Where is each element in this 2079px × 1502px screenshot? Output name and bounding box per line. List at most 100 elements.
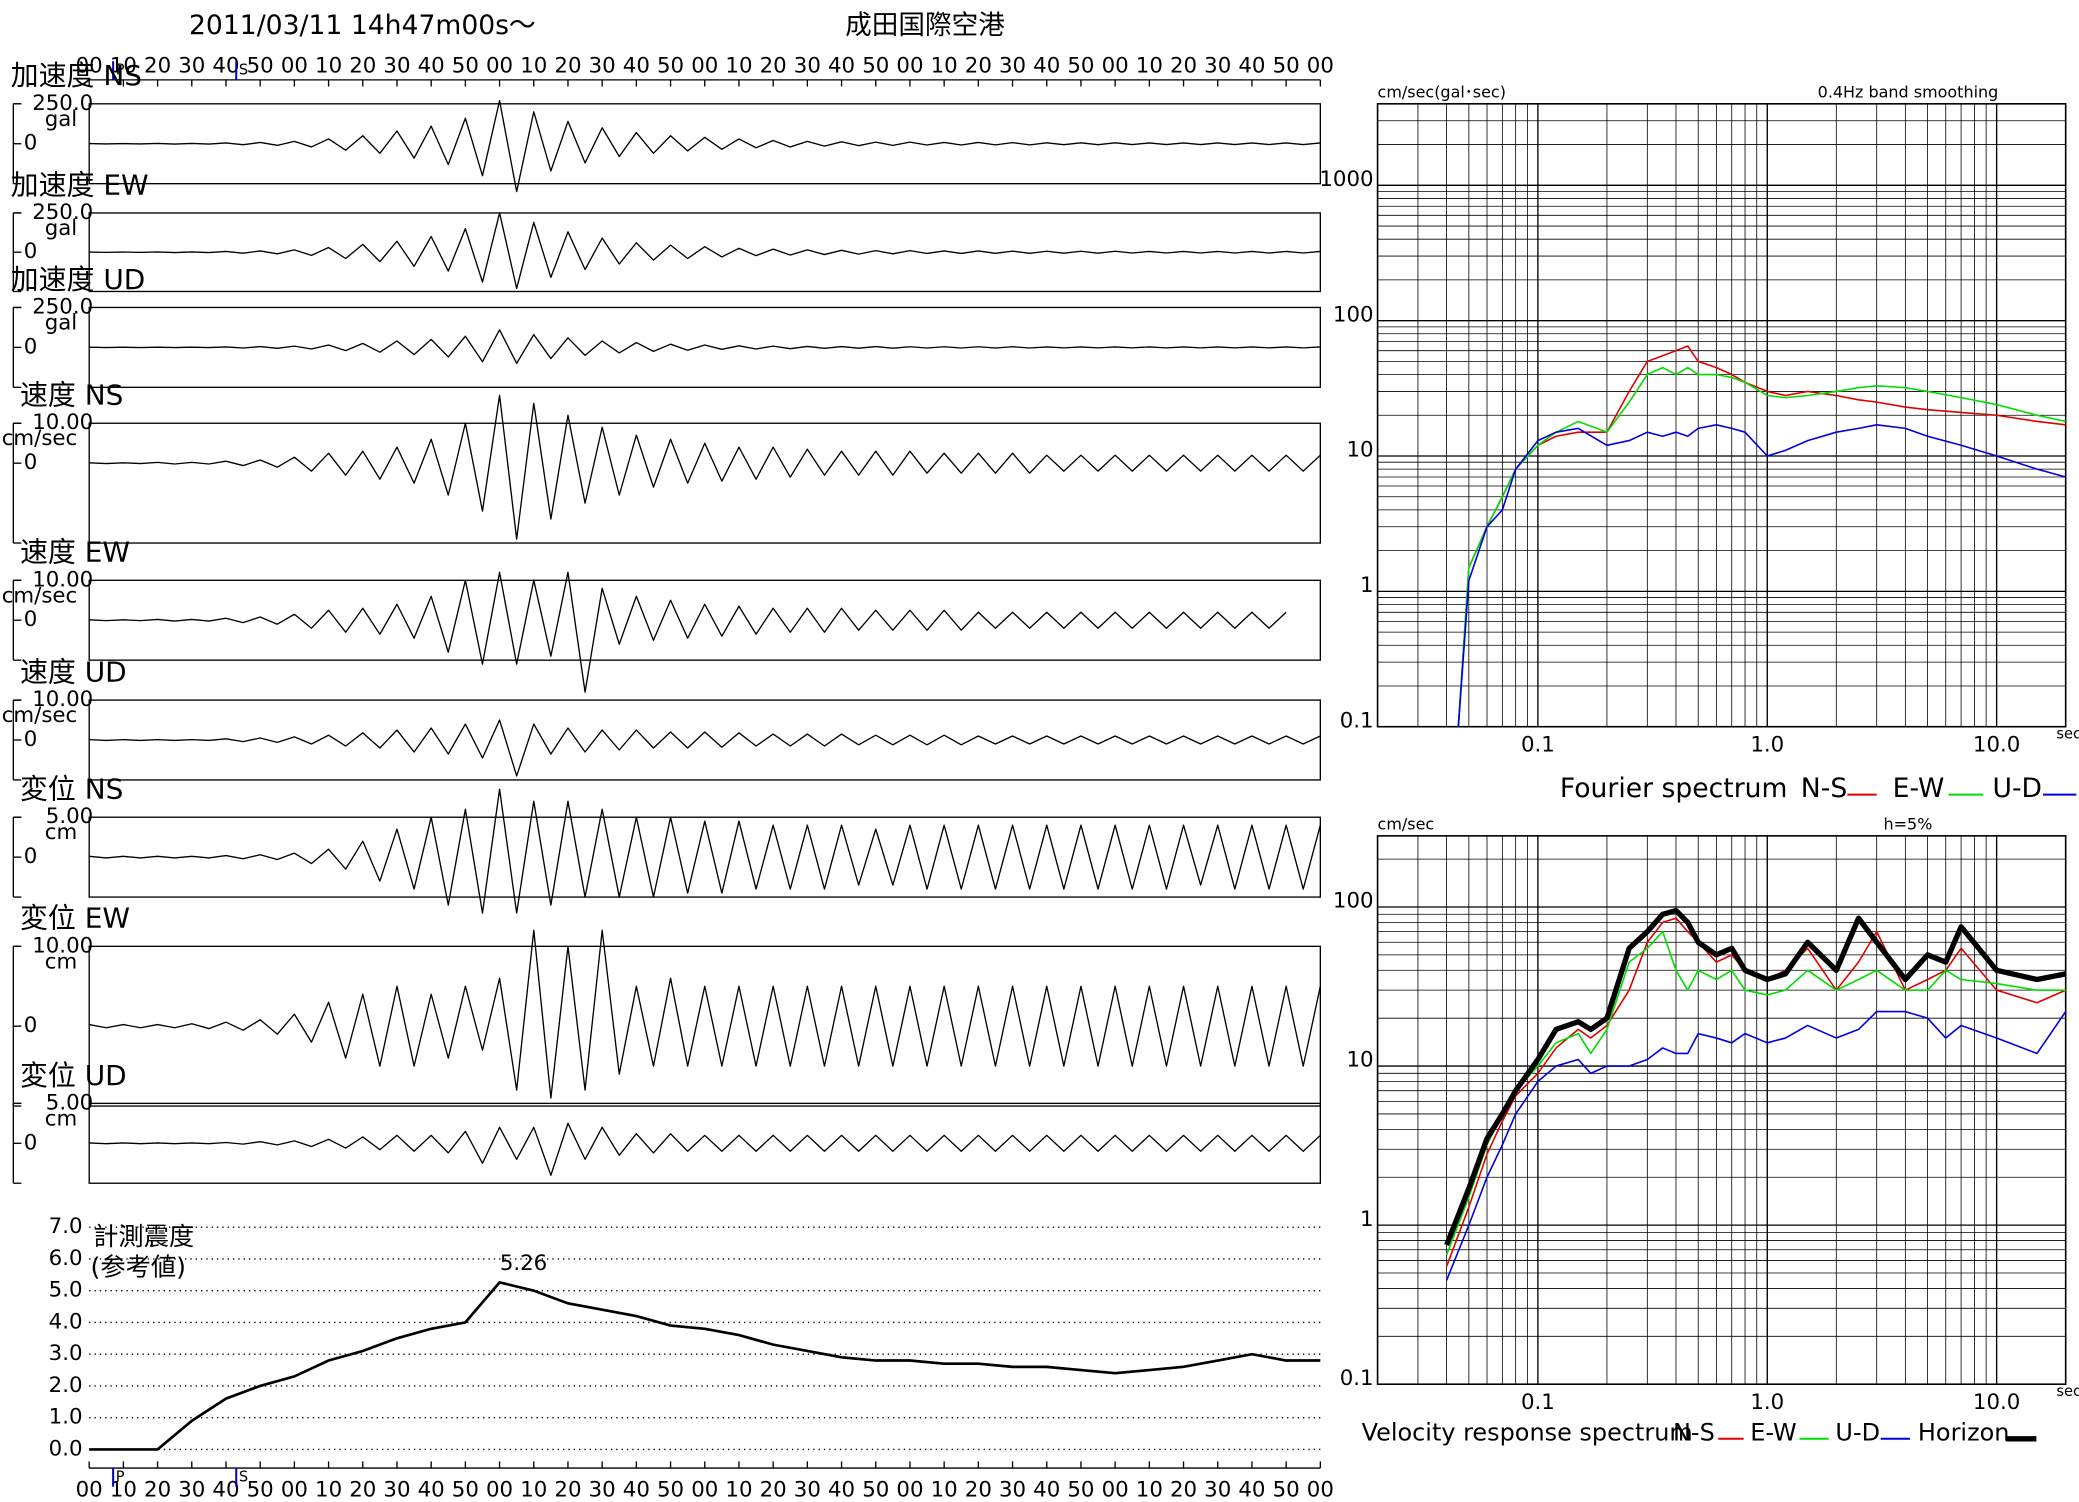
y-tick-label: 0	[24, 334, 38, 359]
time-tick-label: 30	[794, 1478, 821, 1502]
time-tick-label: 00	[1307, 54, 1334, 79]
time-tick-label: 00	[486, 54, 513, 79]
panel-frame	[88, 816, 1322, 898]
time-tick-label: 40	[1033, 1478, 1060, 1502]
y-tick-label: 4.0	[49, 1309, 83, 1334]
phase-label: S	[239, 62, 248, 79]
y-tick-label: 100	[1333, 889, 1374, 914]
time-tick-label: 50	[1273, 1478, 1300, 1502]
waveform	[89, 788, 1321, 914]
waveform	[89, 571, 1287, 693]
panel-unit: gal	[45, 216, 77, 241]
chart-note: 0.4Hz band smoothing	[1818, 83, 1999, 102]
time-tick-label: 00	[76, 54, 103, 79]
y-axis-label: cm/sec	[1378, 815, 1435, 834]
y-tick-label: 1.0	[49, 1405, 83, 1430]
y-tick-label: 10.00	[32, 410, 93, 435]
time-tick-label: 10	[520, 54, 547, 79]
waveform	[89, 329, 1321, 365]
time-tick-label: 00	[281, 1478, 308, 1502]
panel-unit: cm	[45, 949, 77, 974]
panel-frame	[88, 422, 1322, 544]
legend-label: U-D	[1992, 773, 2042, 804]
time-tick-label: 10	[315, 54, 342, 79]
time-tick-label: 50	[247, 54, 274, 79]
panel-frame	[88, 945, 1322, 1107]
time-tick-label: 00	[1102, 1478, 1129, 1502]
y-tick-label: 250.0	[32, 91, 93, 116]
panel-unit: cm/sec	[2, 426, 77, 451]
time-tick-label: 40	[212, 1478, 239, 1502]
spectrum-line	[1444, 907, 2067, 1246]
legend-label: U-D	[1835, 1418, 1880, 1446]
y-tick-label: 0.1	[1340, 708, 1374, 733]
time-tick-label: 20	[554, 1478, 581, 1502]
intensity-line	[89, 1280, 1321, 1451]
panel-unit: cm/sec	[2, 583, 77, 608]
time-tick-label: 00	[1102, 54, 1129, 79]
time-tick-label: 20	[760, 54, 787, 79]
time-tick-label: 00	[1307, 1478, 1334, 1502]
spectrum-line	[1445, 917, 2066, 1267]
y-tick-label: 100	[1333, 302, 1374, 327]
panel-title: 速度 NS	[20, 379, 123, 412]
spectrum-line	[1445, 1010, 2067, 1281]
time-tick-label: 50	[452, 54, 479, 79]
time-tick-label: 30	[589, 54, 616, 79]
time-tick-label: 00	[281, 54, 308, 79]
y-tick-label: 0	[24, 727, 38, 752]
time-tick-label: 50	[1067, 1478, 1094, 1502]
time-tick-label: 20	[965, 54, 992, 79]
panel-unit: gal	[45, 107, 77, 132]
y-tick-label: 5.0	[49, 1278, 83, 1303]
time-tick-label: 20	[144, 1478, 171, 1502]
y-tick-label: 3.0	[49, 1341, 83, 1366]
time-tick-label: 50	[452, 1478, 479, 1502]
time-tick-label: 00	[691, 54, 718, 79]
y-tick-label: 10	[1346, 438, 1373, 463]
x-unit: sec	[2056, 1383, 2079, 1400]
time-tick-label: 40	[212, 54, 239, 79]
spectrum-line	[1457, 366, 2066, 727]
y-tick-label: 10	[1346, 1048, 1373, 1073]
phase-label: S	[239, 1468, 248, 1485]
time-tick-label: 30	[383, 54, 410, 79]
panel-title: 速度 EW	[20, 536, 130, 569]
time-tick-label: 50	[247, 1478, 274, 1502]
time-tick-label: 10	[110, 1478, 137, 1502]
y-tick-label: 10.00	[32, 567, 93, 592]
phase-label: P	[116, 1468, 125, 1485]
time-tick-label: 30	[1204, 1478, 1231, 1502]
time-tick-label: 00	[486, 1478, 513, 1502]
time-tick-label: 00	[691, 1478, 718, 1502]
chart-title: Fourier spectrum	[1560, 773, 1788, 804]
time-tick-label: 40	[828, 54, 855, 79]
time-tick-label: 40	[418, 54, 445, 79]
y-tick-label: 2.0	[49, 1373, 83, 1398]
time-tick-label: 20	[965, 1478, 992, 1502]
y-tick-label: 0	[24, 1013, 38, 1038]
time-tick-label: 30	[794, 54, 821, 79]
y-tick-label: 1000	[1319, 167, 1373, 192]
time-tick-label: 20	[349, 54, 376, 79]
time-tick-label: 30	[589, 1478, 616, 1502]
chart-note: h=5%	[1884, 815, 1933, 834]
phase-label: P	[116, 62, 125, 79]
waveform	[89, 394, 1321, 540]
time-tick-label: 10	[520, 1478, 547, 1502]
waveform	[89, 99, 1321, 193]
time-tick-label: 10	[315, 1478, 342, 1502]
time-tick-label: 20	[554, 54, 581, 79]
time-tick-label: 10	[931, 1478, 958, 1502]
panel-title: 変位 EW	[20, 902, 130, 935]
x-tick-label: 1.0	[1750, 732, 1784, 757]
legend-label: N-S	[1801, 773, 1847, 804]
panel-title: 加速度 UD	[11, 263, 146, 296]
time-tick-label: 10	[1136, 1478, 1163, 1502]
time-tick-label: 50	[862, 1478, 889, 1502]
time-tick-label: 20	[1170, 1478, 1197, 1502]
y-tick-label: 10.00	[32, 933, 93, 958]
x-tick-label: 0.1	[1521, 1390, 1555, 1415]
y-axis-label: cm/sec(gal･sec)	[1378, 83, 1506, 102]
waveform	[89, 212, 1321, 290]
